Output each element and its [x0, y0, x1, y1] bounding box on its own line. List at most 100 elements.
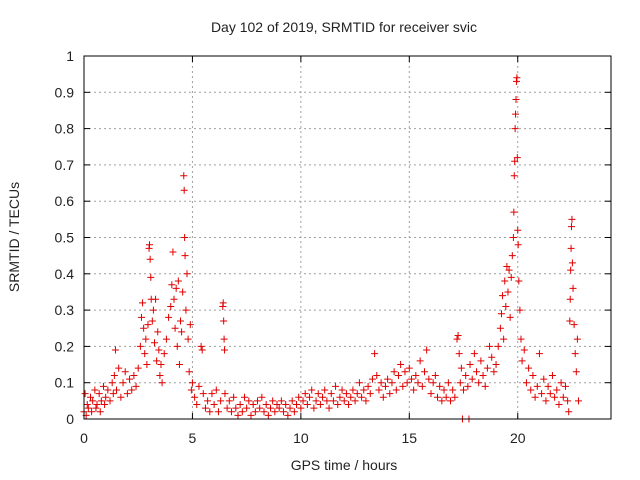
- data-point: [295, 393, 303, 401]
- data-point: [288, 397, 296, 405]
- data-point: [377, 379, 385, 387]
- data-point: [569, 284, 577, 292]
- data-point: [110, 371, 118, 379]
- x-tick-labels: 0 5 10 15 20: [80, 430, 526, 446]
- data-point: [153, 357, 161, 365]
- data-point: [360, 386, 368, 394]
- data-point: [477, 357, 485, 365]
- data-point: [96, 408, 104, 416]
- x-tick-label: 15: [402, 430, 418, 446]
- data-point: [262, 400, 270, 408]
- data-point: [299, 397, 307, 405]
- data-point: [119, 379, 127, 387]
- data-point: [137, 313, 145, 321]
- data-point: [496, 324, 504, 332]
- chart-title: Day 102 of 2019, SRMTID for receiver svi…: [211, 19, 477, 35]
- data-point: [258, 393, 266, 401]
- data-point: [340, 397, 348, 405]
- data-point: [214, 408, 222, 416]
- data-point: [271, 408, 279, 416]
- data-point: [310, 404, 318, 412]
- data-point: [282, 400, 290, 408]
- data-point: [405, 364, 413, 372]
- data-point: [329, 397, 337, 405]
- x-axis-label: GPS time / hours: [291, 457, 398, 473]
- data-point: [175, 361, 183, 369]
- data-point: [303, 400, 311, 408]
- data-point: [308, 386, 316, 394]
- data-point: [464, 382, 472, 390]
- data-point: [513, 74, 521, 82]
- data-point: [502, 302, 510, 310]
- data-point: [156, 371, 164, 379]
- data-point: [358, 393, 366, 401]
- data-point: [88, 408, 96, 416]
- data-point: [533, 382, 541, 390]
- data-point: [551, 393, 559, 401]
- data-point: [568, 259, 576, 267]
- data-point: [256, 404, 264, 412]
- data-point: [223, 404, 231, 412]
- data-point: [351, 397, 359, 405]
- data-point: [84, 404, 92, 412]
- data-point: [555, 400, 563, 408]
- data-point: [206, 408, 214, 416]
- data-point: [392, 386, 400, 394]
- data-point: [514, 226, 522, 234]
- data-point: [168, 281, 176, 289]
- data-point: [150, 339, 158, 347]
- data-point: [535, 350, 543, 358]
- data-point: [132, 382, 140, 390]
- data-point: [87, 393, 95, 401]
- data-point: [449, 386, 457, 394]
- data-point: [429, 379, 437, 387]
- data-point: [510, 172, 518, 180]
- data-point: [386, 390, 394, 398]
- data-point: [503, 263, 511, 271]
- data-point: [488, 353, 496, 361]
- data-point: [442, 393, 450, 401]
- y-tick-label: 0.8: [55, 121, 75, 137]
- y-tick-label: 0.6: [55, 193, 75, 209]
- y-tick-label: 0.4: [55, 266, 75, 282]
- data-point: [336, 393, 344, 401]
- data-point: [182, 306, 190, 314]
- data-point: [225, 397, 233, 405]
- data-point: [184, 335, 192, 343]
- data-point: [219, 299, 227, 307]
- data-point: [567, 266, 575, 274]
- data-point: [520, 346, 528, 354]
- data-point: [253, 397, 261, 405]
- data-point: [515, 277, 523, 285]
- data-point: [492, 361, 500, 369]
- data-point: [177, 317, 185, 325]
- data-point: [162, 335, 170, 343]
- data-point: [514, 241, 522, 249]
- y-axis-label: SRMTID / TECUs: [6, 182, 22, 292]
- data-point: [251, 408, 259, 416]
- data-point: [512, 96, 520, 104]
- data-point: [410, 386, 418, 394]
- data-point: [456, 379, 464, 387]
- data-point: [81, 390, 89, 398]
- data-point: [527, 386, 535, 394]
- data-point: [240, 393, 248, 401]
- data-point: [338, 386, 346, 394]
- data-point: [193, 400, 201, 408]
- data-point: [115, 364, 123, 372]
- data-point: [368, 375, 376, 383]
- data-point: [573, 335, 581, 343]
- data-point: [111, 346, 119, 354]
- data-point: [204, 397, 212, 405]
- data-point: [243, 404, 251, 412]
- data-point: [104, 386, 112, 394]
- data-point: [201, 404, 209, 412]
- data-point: [568, 223, 576, 231]
- data-point: [178, 328, 186, 336]
- data-point: [172, 284, 180, 292]
- data-point: [210, 400, 218, 408]
- data-point: [145, 241, 153, 249]
- data-point: [179, 288, 187, 296]
- data-point: [121, 368, 129, 376]
- data-point: [414, 379, 422, 387]
